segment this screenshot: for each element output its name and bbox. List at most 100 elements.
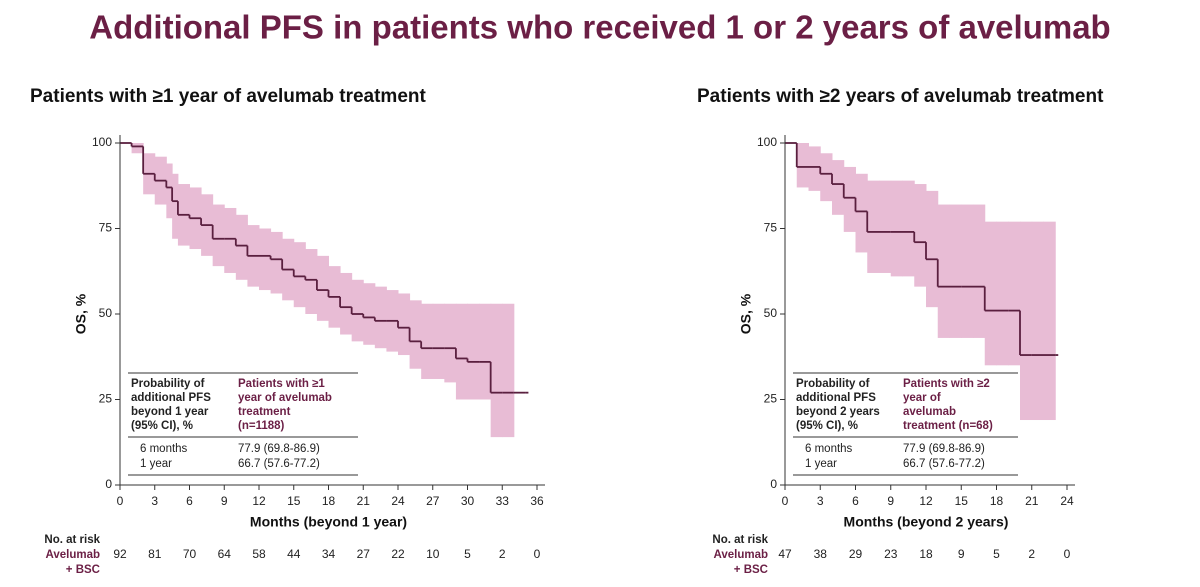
ci-band bbox=[340, 272, 353, 335]
table-header: beyond 1 year bbox=[131, 406, 209, 418]
x-tick-label: 12 bbox=[252, 494, 266, 508]
ci-band bbox=[455, 303, 468, 400]
ci-band bbox=[926, 190, 939, 308]
x-tick-label: 21 bbox=[1025, 494, 1039, 508]
table-cell: 66.7 (57.6-77.2) bbox=[903, 458, 985, 470]
x-tick-label: 6 bbox=[186, 494, 193, 508]
table-header: avelumab bbox=[903, 406, 956, 418]
x-tick-label: 9 bbox=[221, 494, 228, 508]
risk-value: 70 bbox=[183, 547, 197, 561]
table-header: treatment (n=68) bbox=[903, 420, 993, 432]
ci-band bbox=[832, 160, 845, 215]
risk-label: Avelumab bbox=[45, 549, 100, 561]
risk-value: 5 bbox=[464, 547, 471, 561]
x-tick-label: 21 bbox=[357, 494, 371, 508]
x-tick-label: 15 bbox=[955, 494, 969, 508]
x-tick-label: 30 bbox=[461, 494, 475, 508]
ci-band bbox=[363, 283, 376, 345]
ci-band bbox=[467, 303, 480, 400]
risk-title: No. at risk bbox=[712, 534, 768, 546]
risk-value: 22 bbox=[391, 547, 405, 561]
ci-band bbox=[973, 204, 986, 338]
x-tick-label: 18 bbox=[322, 494, 336, 508]
risk-value: 47 bbox=[778, 547, 792, 561]
table-cell: 77.9 (69.8-86.9) bbox=[238, 443, 320, 455]
risk-value: 10 bbox=[426, 547, 440, 561]
ci-band bbox=[902, 180, 915, 277]
y-tick-label: 50 bbox=[99, 306, 113, 320]
ci-band bbox=[843, 166, 856, 232]
ci-band bbox=[490, 303, 503, 438]
table-cell: 1 year bbox=[805, 458, 837, 470]
ci-band bbox=[996, 221, 1009, 366]
x-tick-label: 18 bbox=[990, 494, 1004, 508]
ci-band bbox=[374, 286, 387, 349]
ci-band bbox=[855, 173, 868, 253]
risk-value: 9 bbox=[958, 547, 965, 561]
y-axis-label: OS, % bbox=[738, 293, 754, 334]
y-tick-label: 75 bbox=[764, 221, 778, 235]
x-tick-label: 27 bbox=[426, 494, 440, 508]
y-tick-label: 25 bbox=[99, 392, 113, 406]
ci-band bbox=[432, 303, 445, 379]
table-header: year of avelumab bbox=[238, 392, 332, 404]
ci-band bbox=[409, 300, 422, 369]
ci-band bbox=[820, 153, 833, 202]
risk-value: 58 bbox=[252, 547, 266, 561]
x-tick-label: 24 bbox=[391, 494, 405, 508]
y-tick-label: 75 bbox=[99, 221, 113, 235]
ci-band bbox=[1031, 221, 1044, 421]
risk-value: 23 bbox=[884, 547, 898, 561]
x-tick-label: 9 bbox=[887, 494, 894, 508]
ci-band bbox=[937, 204, 950, 338]
risk-value: 18 bbox=[919, 547, 933, 561]
ci-band bbox=[1008, 221, 1021, 366]
ci-band bbox=[293, 242, 306, 308]
x-tick-label: 24 bbox=[1060, 494, 1074, 508]
table-header: beyond 2 years bbox=[796, 406, 880, 418]
risk-value: 34 bbox=[322, 547, 336, 561]
table-header: year of bbox=[903, 392, 941, 404]
ci-band bbox=[1043, 221, 1056, 421]
ci-band bbox=[796, 143, 809, 188]
table-cell: 66.7 (57.6-77.2) bbox=[238, 458, 320, 470]
ci-band bbox=[1020, 221, 1033, 421]
y-tick-label: 50 bbox=[764, 306, 778, 320]
ci-band bbox=[984, 221, 997, 366]
ci-band bbox=[305, 249, 318, 314]
ci-band bbox=[235, 214, 248, 280]
x-tick-label: 3 bbox=[151, 494, 158, 508]
table-header: treatment bbox=[238, 406, 291, 418]
table-header: additional PFS bbox=[131, 392, 211, 404]
risk-value: 38 bbox=[814, 547, 828, 561]
ci-band bbox=[961, 204, 974, 338]
risk-value: 0 bbox=[534, 547, 541, 561]
x-tick-label: 6 bbox=[852, 494, 859, 508]
table-header: Patients with ≥2 bbox=[903, 378, 990, 390]
table-header: (n=1188) bbox=[238, 420, 285, 432]
ci-band bbox=[890, 180, 903, 277]
risk-value: 29 bbox=[849, 547, 863, 561]
ci-band bbox=[914, 184, 927, 287]
ci-band bbox=[502, 303, 515, 438]
table-header: (95% CI), % bbox=[796, 420, 858, 432]
table-cell: 77.9 (69.8-86.9) bbox=[903, 443, 985, 455]
table-header: Probability of bbox=[131, 378, 205, 390]
x-tick-label: 12 bbox=[919, 494, 933, 508]
ci-band bbox=[444, 303, 457, 383]
ci-band bbox=[867, 180, 880, 273]
table-header: Patients with ≥1 bbox=[238, 378, 325, 390]
y-tick-label: 100 bbox=[757, 135, 777, 149]
y-tick-label: 25 bbox=[764, 392, 778, 406]
table-cell: 6 months bbox=[805, 443, 853, 455]
x-tick-label: 33 bbox=[496, 494, 510, 508]
ci-band bbox=[421, 303, 434, 379]
ci-band bbox=[879, 180, 892, 273]
slide-title: Additional PFS in patients who received … bbox=[89, 9, 1110, 46]
y-tick-label: 100 bbox=[92, 135, 112, 149]
risk-value: 27 bbox=[357, 547, 371, 561]
ci-band bbox=[212, 204, 225, 267]
ci-band bbox=[398, 293, 411, 356]
table-header: additional PFS bbox=[796, 392, 876, 404]
